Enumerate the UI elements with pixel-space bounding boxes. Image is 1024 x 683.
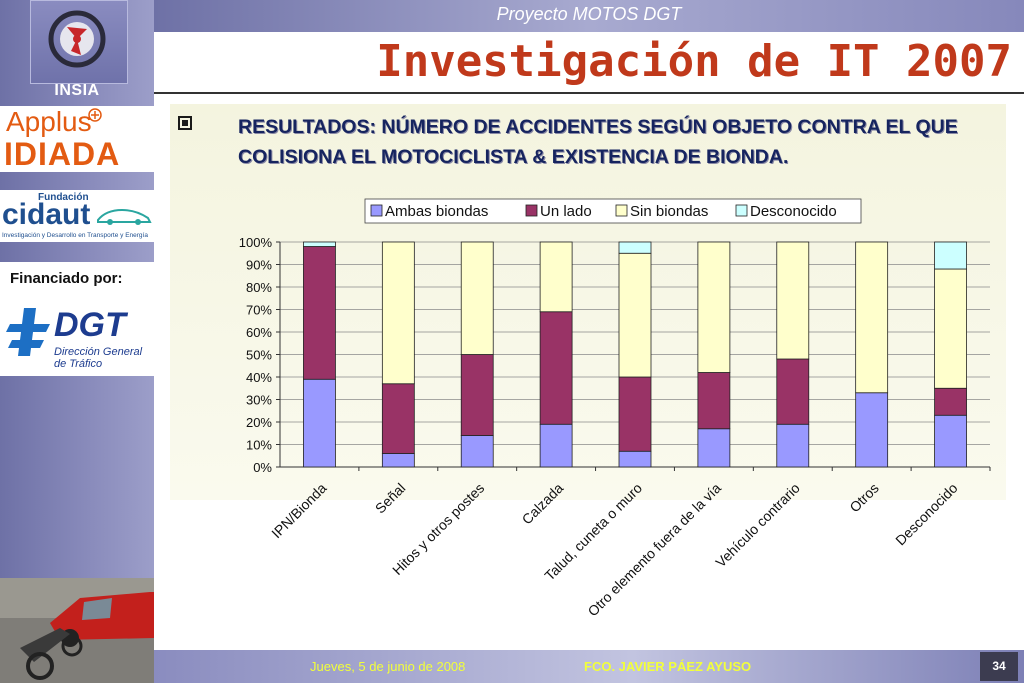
bar-segment [460,241,494,355]
bar-segment [618,252,652,378]
applus-idiada-logo: Applus IDIADA [0,106,154,172]
y-tick-label: 10% [246,438,272,453]
legend-label: Sin biondas [630,203,708,220]
legend-swatch [370,204,383,217]
x-tick-label: Vehículo contrario [712,480,803,571]
bar-segment [303,246,336,380]
bar-segment [539,423,573,468]
footer-date: Jueves, 5 de junio de 2008 [310,659,466,674]
top-bar: Proyecto MOTOS DGT [154,0,1024,32]
y-tick-label: 30% [246,393,272,408]
dgt-subtitle: Dirección General de Tráfico [54,346,142,370]
bar-segment [934,241,967,270]
dgt-logo: DGT Dirección General de Tráfico [0,298,154,376]
results-heading: RESULTADOS: NÚMERO DE ACCIDENTES SEGÚN O… [238,116,958,168]
bar-segment [618,376,652,452]
insia-label: INSIA [54,82,100,99]
bar-segment [618,241,652,254]
y-tick-label: 80% [246,280,272,295]
bar-segment [460,435,494,468]
financed-by-label: Financiado por: [10,270,123,287]
dgt-emblem-icon [6,308,50,356]
x-tick-label: Desconocido [892,480,961,549]
title-divider [154,92,1024,94]
dgt-subtitle-line1: Dirección General [54,346,143,358]
bar-segment [855,241,889,394]
bar-segment [697,241,731,373]
bar-segment [776,423,810,468]
applus-text: Applus [6,106,92,137]
footer-bar: Jueves, 5 de junio de 2008 FCO. JAVIER P… [154,650,1024,683]
footer-author: FCO. JAVIER PÁEZ AYUSO [584,659,752,674]
bar-segment [697,428,731,468]
bar-segment [776,241,810,360]
cidaut-name: cidaut [2,198,91,231]
stacked-bar-chart: 0% 10% 20% 30% 40% 50% 60% 70% 80% 90% 100% IPN/Bio… [239,198,991,620]
bar-segment [303,378,336,468]
financed-by-box: Financiado por: [0,262,154,300]
y-tick-label: 100% [239,235,273,250]
cidaut-subtitle: Investigación y Desarrollo en Transporte… [2,232,148,239]
car-silhouette-icon [97,208,152,225]
idiada-text: IDIADA [4,136,121,172]
bar-segment [381,453,415,468]
cidaut-fundacion: Fundación [38,192,89,203]
bar-segment [855,392,889,468]
y-tick-label: 0% [253,460,272,475]
bar-segment [303,241,336,247]
legend-swatch [615,204,628,217]
legend-label: Un lado [540,203,592,220]
bar-segment [618,450,652,468]
bar-segment [776,358,810,425]
y-tick-label: 90% [246,258,272,273]
x-tick-label: IPN/Bionda [268,480,330,542]
project-name: Proyecto MOTOS DGT [496,4,682,24]
y-tick-label: 70% [246,303,272,318]
x-tick-label: Otros [846,480,882,516]
bar-segment [934,387,967,416]
bar-segment [934,268,967,389]
bar-segment [460,354,494,436]
page-number: 34 [980,652,1018,681]
cidaut-logo: Fundación cidaut Investigación y Desarro… [0,190,154,242]
insia-logo [30,0,128,84]
legend-swatch [735,204,748,217]
slide-title: Investigación de IT 2007 [376,36,1012,87]
dgt-name: DGT [54,306,126,344]
bar-segment [381,241,415,385]
y-tick-label: 20% [246,415,272,430]
legend-label: Desconocido [750,203,837,220]
insia-emblem-icon [48,10,106,68]
bar-segment [934,414,967,468]
checkbox-bullet-icon [178,116,192,130]
bar-segment [539,241,573,313]
accident-photo [0,578,154,683]
y-tick-label: 40% [246,370,272,385]
y-tick-label: 50% [246,348,272,363]
bar-segment [539,311,573,425]
x-tick-label: Otro elemento fuera de la vía [584,480,724,620]
x-tick-label: Calzada [519,480,567,528]
x-tick-label: Señal [372,480,409,517]
plus-circle-icon [88,108,102,122]
legend-box [364,198,862,224]
bar-segment [381,383,415,454]
legend-swatch [525,204,538,217]
dgt-subtitle-line2: de Tráfico [54,358,103,370]
y-tick-label: 60% [246,325,272,340]
bar-segment [697,372,731,430]
legend-label: Ambas biondas [385,203,488,220]
motorcycle-accident-image [0,578,154,683]
